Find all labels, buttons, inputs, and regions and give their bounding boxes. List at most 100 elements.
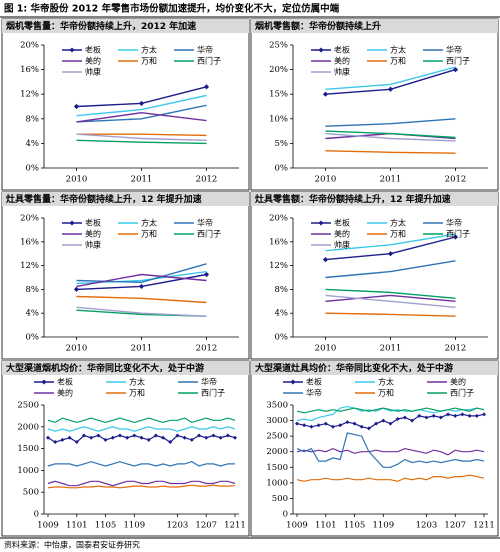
legend-label: 西门子: [197, 56, 221, 66]
panel-header: [2, 192, 249, 206]
series-marker: [345, 420, 350, 425]
series-marker: [139, 435, 144, 440]
series-marker: [189, 437, 194, 442]
series-marker: [460, 412, 465, 417]
series-marker: [395, 417, 400, 422]
legend-label: 西门子: [446, 229, 470, 239]
y-tick-label: 16%: [20, 237, 39, 247]
legend-label: 万和: [378, 389, 394, 398]
legend-label: 帅康: [334, 67, 350, 77]
panel-border: [250, 360, 499, 537]
series-marker: [474, 413, 479, 418]
panel-border: [1, 191, 250, 360]
series-line: [325, 66, 456, 90]
figure-title: 图 1: 华帝股份 2012 年零售市场份额加速提升，均价变化不大，定位仿属中端: [4, 3, 340, 15]
series-marker: [374, 421, 379, 426]
x-tick-label: 2010: [66, 344, 88, 354]
y-tick-label: 16%: [20, 65, 39, 75]
y-tick-label: 0: [34, 510, 39, 520]
series-marker: [74, 440, 79, 445]
x-tick-label: 2012: [196, 175, 218, 185]
series-line: [325, 260, 456, 279]
x-tick-label: 2011: [131, 175, 153, 185]
panel-title: 灶具零售量：华帝份额持续上升，12 年提升加速: [6, 193, 202, 205]
series-marker: [211, 433, 216, 438]
y-tick-label: 25%: [269, 41, 288, 51]
y-tick-label: 2500: [266, 432, 288, 442]
x-tick-label: 2012: [196, 344, 218, 354]
series-marker: [467, 413, 472, 418]
series-marker: [323, 421, 328, 426]
legend-label: 美的: [85, 229, 101, 239]
legend-label: 老板: [306, 377, 322, 387]
series-line: [325, 150, 456, 154]
panel-header: [251, 19, 498, 33]
series-line: [76, 133, 207, 137]
legend-label: 老板: [334, 45, 350, 55]
legend-marker: [290, 379, 296, 385]
series-line: [76, 94, 207, 117]
y-tick-label: 4%: [275, 309, 289, 319]
series-line: [325, 233, 456, 252]
y-tick-label: 15%: [269, 90, 288, 100]
series-marker: [89, 435, 94, 440]
y-tick-label: 1500: [17, 444, 39, 454]
series-line: [325, 294, 456, 302]
series-marker: [417, 413, 422, 418]
x-tick-label: 1101: [66, 521, 88, 531]
series-marker: [46, 435, 50, 440]
series-marker: [132, 433, 137, 438]
series-line: [76, 295, 207, 304]
series-line: [296, 405, 485, 422]
x-tick-label: 2011: [380, 344, 402, 354]
panel-header: [2, 361, 249, 375]
series-marker: [446, 412, 451, 417]
series-marker: [366, 426, 371, 431]
panel-border: [1, 360, 250, 537]
legend-label: 华帝: [446, 218, 462, 228]
series-marker: [388, 421, 393, 426]
legend-label: 美的: [57, 388, 73, 398]
y-tick-label: 2500: [17, 401, 39, 411]
legend-label: 华帝: [306, 388, 322, 398]
series-marker: [330, 424, 335, 429]
legend-label: 方太: [141, 218, 157, 228]
legend-label: 方太: [390, 45, 406, 55]
y-tick-label: 8%: [275, 285, 289, 295]
legend-label: 华帝: [201, 377, 217, 387]
x-tick-label: 1203: [167, 521, 189, 531]
series-line: [325, 130, 456, 139]
series-marker: [381, 418, 386, 423]
series-line: [76, 104, 207, 123]
series-marker: [146, 437, 151, 442]
x-tick-label: 1101: [315, 521, 337, 531]
x-tick-label: 1009: [286, 521, 308, 531]
legend-label: 帅康: [85, 240, 101, 250]
legend-label: 万和: [141, 57, 157, 66]
y-tick-label: 20%: [20, 214, 39, 224]
series-line: [296, 474, 485, 482]
legend-marker: [318, 220, 324, 226]
series-marker: [322, 257, 329, 263]
legend-label: 美的: [334, 56, 350, 66]
legend-marker: [318, 47, 324, 53]
y-tick-label: 12%: [20, 261, 39, 271]
series-marker: [438, 415, 443, 420]
x-tick-label: 1009: [37, 521, 59, 531]
series-line: [47, 480, 236, 487]
series-marker: [225, 433, 230, 438]
series-line: [47, 461, 235, 467]
legend-marker: [69, 220, 75, 226]
series-marker: [233, 435, 237, 440]
legend-label: 方太: [378, 377, 394, 387]
y-tick-label: 500: [272, 494, 288, 504]
legend-label: 万和: [390, 230, 406, 239]
series-marker: [402, 415, 407, 420]
series-marker: [138, 100, 145, 107]
y-tick-label: 1500: [266, 463, 288, 473]
series-line: [296, 447, 485, 456]
legend-label: 美的: [334, 229, 350, 239]
series-marker: [96, 433, 101, 438]
panel-title: 烟机零售额：华帝份额持续上升: [255, 20, 381, 32]
series-marker: [424, 415, 429, 420]
